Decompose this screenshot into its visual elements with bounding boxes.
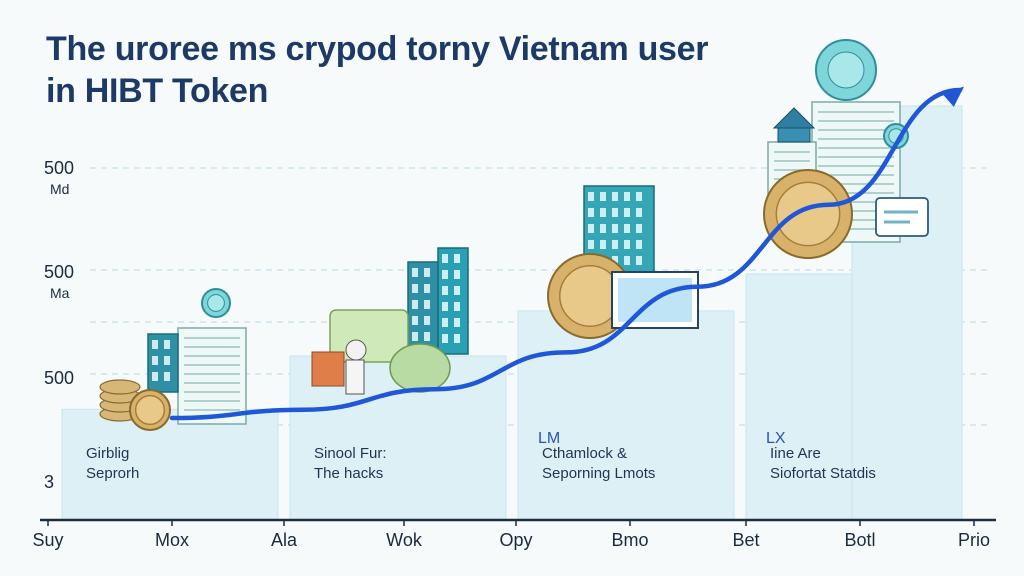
panel-label: Seporning Lmots bbox=[542, 465, 655, 482]
chat-bubble-icon bbox=[875, 197, 929, 237]
coin-icon bbox=[763, 169, 853, 259]
panel-label: The hacks bbox=[314, 465, 383, 482]
y-tick-label: 500 bbox=[44, 368, 74, 388]
banknote-icon bbox=[389, 343, 451, 393]
x-tick-label: Wok bbox=[386, 530, 423, 550]
x-tick-label: Ala bbox=[271, 530, 298, 550]
panel-label: Siofortat Statdis bbox=[770, 465, 876, 482]
panel-label: Cthamlock & bbox=[542, 445, 627, 462]
building-icon bbox=[437, 247, 469, 355]
panel-tag: LX bbox=[766, 430, 786, 447]
chart-title: The uroree ms crypod torny Vietnam user … bbox=[46, 30, 709, 110]
x-tick-label: Bmo bbox=[611, 530, 648, 550]
panel-bar bbox=[61, 408, 279, 521]
building-icon bbox=[147, 333, 179, 393]
x-tick-label: Botl bbox=[844, 530, 875, 550]
token-coin-icon bbox=[815, 39, 877, 101]
document-icon bbox=[177, 327, 247, 425]
y-tick-sublabel: Ma bbox=[50, 285, 70, 301]
token-coin-icon bbox=[201, 288, 231, 318]
panel-label: Iine Are bbox=[770, 445, 821, 462]
panel-label: Seprorh bbox=[86, 465, 139, 482]
y-tick-label: 500 bbox=[44, 262, 74, 282]
building-icon bbox=[407, 261, 439, 355]
x-tick-label: Prio bbox=[958, 530, 990, 550]
panel-label: Sinool Fur: bbox=[314, 445, 387, 462]
x-tick-label: Opy bbox=[499, 530, 532, 550]
x-tick-label: Suy bbox=[32, 530, 63, 550]
x-tick-label: Bet bbox=[732, 530, 759, 550]
y-tick-label: 500 bbox=[44, 158, 74, 178]
trend-line bbox=[169, 87, 963, 421]
y-tick-sublabel: Md bbox=[50, 181, 69, 197]
bank-icon bbox=[772, 107, 816, 143]
panel-label: Girblig bbox=[86, 445, 129, 462]
x-tick-label: Mox bbox=[155, 530, 189, 550]
coin-icon bbox=[129, 389, 171, 431]
y-tick-label: 3 bbox=[44, 472, 54, 492]
trend-arrowhead bbox=[942, 86, 965, 107]
panel-bar bbox=[517, 310, 735, 521]
person-icon bbox=[311, 339, 367, 395]
panel-tag: LM bbox=[538, 430, 560, 447]
